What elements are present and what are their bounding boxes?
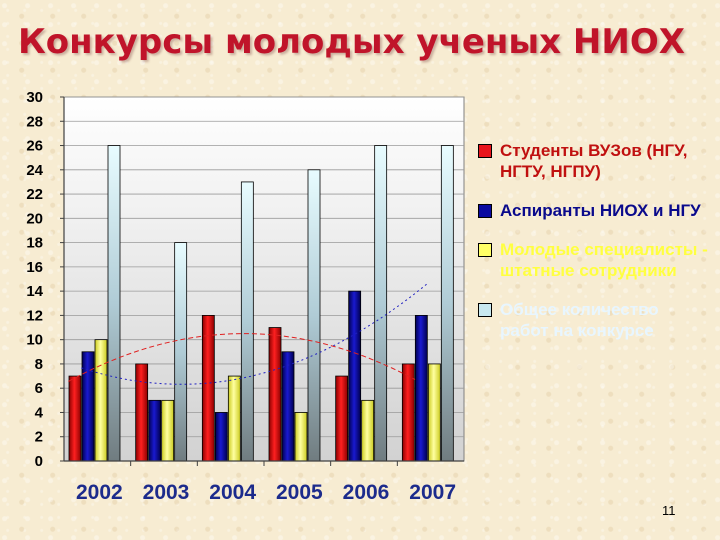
y-tick-label: 8	[35, 356, 43, 373]
bar-students-2003	[135, 363, 149, 462]
trendline-students	[68, 333, 416, 382]
legend-label-postgrads: Аспиранты НИОХ и НГУ	[500, 201, 701, 220]
y-tick-label: 20	[26, 210, 43, 227]
y-tick-label: 26	[26, 138, 43, 155]
gridlines	[60, 96, 464, 462]
x-tick-label: 2002	[76, 481, 123, 504]
x-axis-ticks: 2002 2003 2004 2005 2006 2007	[76, 461, 456, 504]
y-tick-label: 14	[26, 283, 43, 300]
bar-postgrads-2004	[214, 412, 228, 462]
page-number: 11	[662, 503, 676, 518]
legend-swatch-young-specialists	[478, 243, 492, 257]
bar-students-2006	[335, 375, 349, 462]
y-tick-label: 28	[26, 113, 43, 130]
bar-total-works-2005	[307, 169, 321, 462]
legend-item-students: Студенты ВУЗов (НГУ, НГТУ, НГПУ)	[478, 140, 710, 182]
y-tick-label: 22	[26, 186, 43, 203]
bar-total-works-2004	[240, 181, 254, 462]
plot-area	[63, 96, 465, 462]
bar-total-works-2003	[174, 242, 188, 462]
y-tick-label: 16	[26, 259, 43, 276]
y-tick-label: 4	[35, 404, 44, 421]
bar-young-specialists-2003	[161, 399, 175, 462]
trendlines	[68, 282, 429, 385]
bar-students-2005	[268, 327, 282, 462]
legend-swatch-postgrads	[478, 204, 492, 218]
x-tick-label: 2003	[143, 481, 190, 504]
bar-students-2002	[68, 375, 82, 462]
bar-young-specialists-2007	[427, 363, 441, 462]
y-tick-label: 12	[26, 307, 43, 324]
trendline-postgrads	[81, 282, 429, 385]
page-title: Конкурсы молодых ученых НИОХ	[18, 22, 685, 62]
legend-swatch-students	[478, 144, 492, 158]
y-tick-label: 6	[35, 380, 43, 397]
bar-total-works-2006	[374, 145, 388, 462]
legend-swatch-total-works	[478, 303, 492, 317]
bar-postgrads-2006	[348, 290, 362, 462]
x-tick-label: 2007	[409, 481, 456, 504]
bar-postgrads-2007	[414, 314, 428, 462]
bar-postgrads-2002	[81, 351, 95, 462]
x-tick-label: 2005	[276, 481, 323, 504]
legend-item-young-specialists: Молодые специалисты - штатные сотрудники	[478, 239, 710, 281]
x-tick-label: 2006	[343, 481, 390, 504]
y-tick-label: 2	[35, 429, 43, 446]
legend-item-total-works: Общее количество работ на конкурсе	[478, 299, 710, 341]
bar-young-specialists-2002	[94, 339, 108, 462]
bars	[68, 145, 454, 462]
x-tick-label: 2004	[209, 481, 256, 504]
legend-label-total-works: Общее количество работ на конкурсе	[500, 300, 659, 340]
bar-total-works-2002	[107, 145, 121, 462]
bar-postgrads-2005	[281, 351, 295, 462]
legend-label-students: Студенты ВУЗов (НГУ, НГТУ, НГПУ)	[500, 141, 688, 181]
bar-students-2004	[201, 314, 215, 462]
legend: Студенты ВУЗов (НГУ, НГТУ, НГПУ) Аспиран…	[478, 140, 710, 359]
bar-young-specialists-2006	[361, 399, 375, 462]
legend-label-young-specialists: Молодые специалисты - штатные сотрудники	[500, 240, 708, 280]
y-tick-label: 10	[26, 332, 43, 349]
bar-young-specialists-2004	[227, 375, 241, 462]
y-tick-label: 30	[26, 89, 43, 106]
y-tick-label: 24	[26, 162, 43, 179]
y-tick-label: 0	[35, 453, 43, 470]
y-tick-label: 18	[26, 235, 43, 252]
bar-young-specialists-2005	[294, 412, 308, 462]
bar-postgrads-2003	[148, 399, 162, 462]
bar-total-works-2007	[440, 145, 454, 462]
legend-item-postgrads: Аспиранты НИОХ и НГУ	[478, 200, 710, 221]
